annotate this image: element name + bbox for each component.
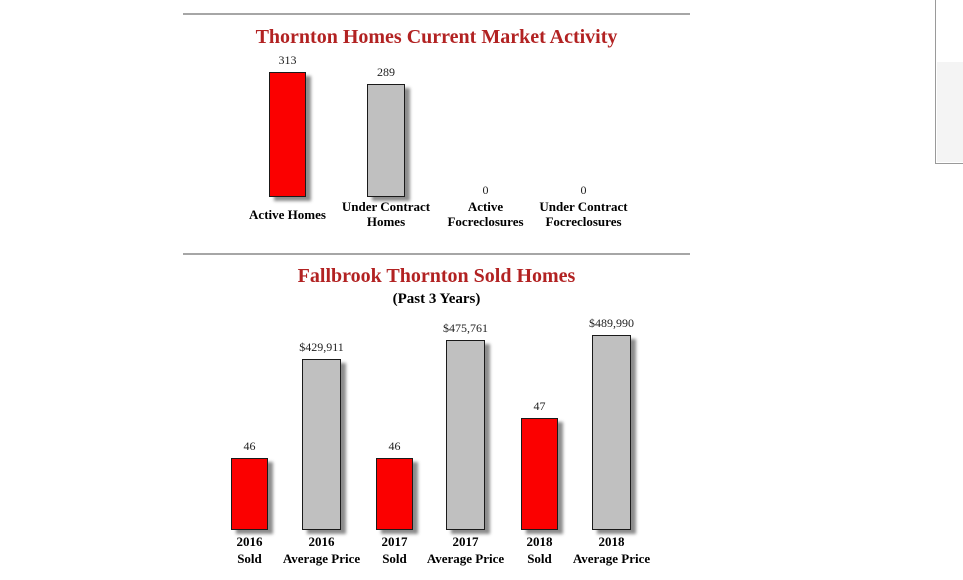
bar (231, 458, 268, 530)
bar-value-label: 46 (388, 439, 401, 453)
scrollbar-track (935, 0, 963, 164)
chart2-sold-homes-plot: 46 2016 Sold $429,911 2016 Average Price 46 201… (183, 310, 690, 575)
bar (269, 72, 306, 197)
bar-category-label: 2017 Average Price (426, 534, 505, 566)
bar-value-label: 0 (482, 183, 489, 197)
bar-value-label: $489,990 (589, 316, 634, 330)
bar-value-label: 289 (377, 65, 395, 79)
bar-category-label: Under Contract Focreclosures (539, 199, 628, 229)
bar-value-label: $475,761 (443, 321, 488, 335)
bar-category-label: 2018 Average Price (572, 534, 651, 566)
bar-category-label: 2016 Average Price (282, 534, 361, 566)
bar-category-label: Under Contract Homes (341, 199, 431, 229)
bar (367, 84, 405, 197)
bar-category-label: Active Focreclosures (447, 199, 524, 229)
chart2-title: Fallbrook Thornton Sold Homes (297, 265, 576, 287)
bar-value-label: 46 (243, 439, 256, 453)
bar-category-label: Active Homes (249, 206, 326, 222)
bar (376, 458, 413, 530)
bar (446, 340, 485, 530)
chart1-title: Thornton Homes Current Market Activity (255, 26, 618, 48)
bar (592, 335, 631, 530)
bar-value-label: 0 (580, 183, 587, 197)
chart2-subtitle: (Past 3 Years) (392, 291, 481, 307)
scrollbar-thumb[interactable] (937, 62, 963, 162)
bar-value-label: 313 (278, 53, 297, 67)
bar-category-label: 2018 Sold (526, 534, 553, 566)
bar (521, 418, 558, 530)
horizontal-rule-top (183, 13, 690, 15)
chart1-market-activity-plot: 313 Active Homes 289 Under Contract Homes 0 Ac… (183, 50, 690, 235)
bar-value-label: 47 (533, 399, 546, 413)
bar-category-label: 2017 Sold (381, 534, 408, 566)
bar (302, 359, 341, 530)
horizontal-rule-middle (183, 253, 690, 255)
bar-category-label: 2016 Sold (236, 534, 263, 566)
bar-value-label: $429,911 (299, 340, 344, 354)
